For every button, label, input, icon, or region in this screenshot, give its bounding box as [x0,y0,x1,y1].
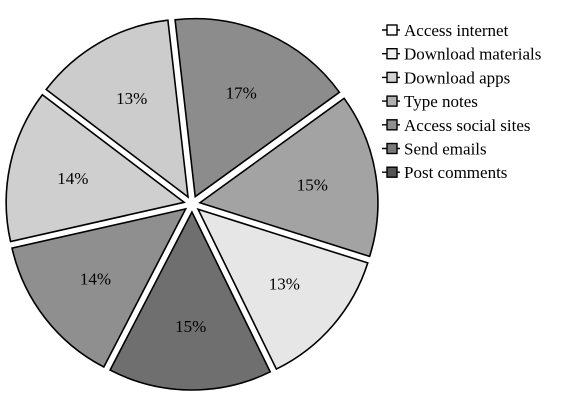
legend-label-access-social-sites: Access social sites [404,116,531,135]
pie-slice-type-notes [45,19,190,199]
legend-item-access-social-sites: Access social sites [382,116,531,135]
legend-label-access-internet: Access internet [404,21,509,40]
legend-item-download-apps: Download apps [382,68,510,87]
pie-label-send-emails: 14% [80,270,111,289]
legend-swatch-download-materials [386,48,398,60]
pie-slice-download-materials [198,97,379,258]
legend-item-download-materials: Download materials [382,45,541,64]
pie-label-download-materials: 15% [297,176,328,195]
pie-slice-post-comments [109,210,272,391]
pie-label-post-comments: 15% [175,317,206,336]
legend-label-download-materials: Download materials [404,45,541,64]
legend-item-access-internet: Access internet [382,21,509,40]
legend-swatch-send-emails [386,142,398,155]
pie-label-type-notes: 13% [116,89,147,108]
legend-label-type-notes: Type notes [404,92,478,111]
pie-slice-access-social-sites [5,93,187,243]
legend-label-send-emails: Send emails [404,140,487,159]
pie-slice-send-emails [11,207,188,369]
legend-item-type-notes: Type notes [382,92,478,111]
legend-swatch-access-internet [386,24,398,36]
legend-item-post-comments: Post comments [382,163,507,182]
pie-slices [5,17,379,391]
pie-label-download-apps: 17% [226,83,257,102]
pie-slice-access-internet [196,207,369,371]
legend-item-send-emails: Send emails [382,140,487,159]
legend-swatch-type-notes [386,95,398,107]
legend-label-post-comments: Post comments [404,163,507,182]
legend-label-download-apps: Download apps [404,68,510,87]
pie-slice-download-apps [174,17,341,199]
pie-label-access-internet: 13% [269,275,300,294]
legend-swatch-post-comments [386,166,398,178]
pie-percentage-labels: 17% 15% 13% 15% 14% 14% 13% [57,83,328,335]
legend: Access internet Download materials Downloa… [382,21,541,182]
legend-swatch-download-apps [386,71,398,84]
legend-swatch-access-social-sites [386,119,398,131]
pie-label-access-social-sites: 14% [57,169,88,188]
